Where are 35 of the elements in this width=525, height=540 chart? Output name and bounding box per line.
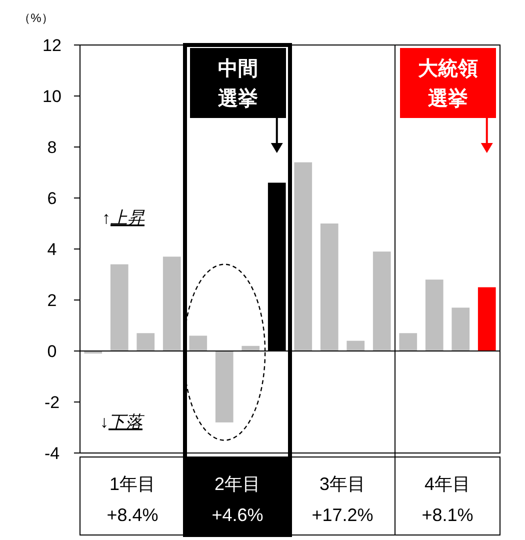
text: +4.6%: [212, 505, 264, 525]
text: 4年目: [424, 474, 471, 494]
y-tick-label: -2: [44, 393, 60, 412]
y-tick-label: 2: [47, 291, 57, 310]
text: +17.2%: [312, 505, 374, 525]
y-tick-label: 6: [47, 189, 57, 208]
bar: [189, 336, 208, 351]
y-axis-title: （%）: [18, 11, 54, 25]
y-tick-label: 4: [47, 240, 57, 259]
bar: [162, 256, 181, 351]
y-tick-label: 0: [47, 342, 57, 361]
text: 2年目: [214, 474, 261, 494]
annotation: ↑上昇: [102, 208, 146, 228]
text: 1年目: [109, 474, 156, 494]
annotation: ↓下落: [100, 412, 146, 432]
text: +8.1%: [422, 505, 474, 525]
bar: [136, 333, 155, 351]
y-tick-label: -4: [44, 444, 60, 463]
y-tick-label: 10: [42, 87, 62, 106]
bar: [399, 333, 418, 351]
bar: [110, 264, 128, 351]
bar: [215, 351, 234, 422]
bar: [294, 162, 312, 351]
bar: [425, 280, 444, 351]
bar: [478, 287, 496, 351]
y-tick-label: 8: [47, 138, 57, 157]
bar: [452, 308, 470, 351]
bar: [320, 224, 338, 351]
text: +8.4%: [106, 505, 158, 525]
bar: [372, 252, 391, 351]
bar: [346, 340, 365, 351]
y-tick-label: 12: [42, 36, 62, 55]
annotation: 大統領選挙: [418, 58, 478, 110]
text: 3年目: [319, 474, 366, 494]
annotation: 中間選挙: [218, 58, 258, 110]
